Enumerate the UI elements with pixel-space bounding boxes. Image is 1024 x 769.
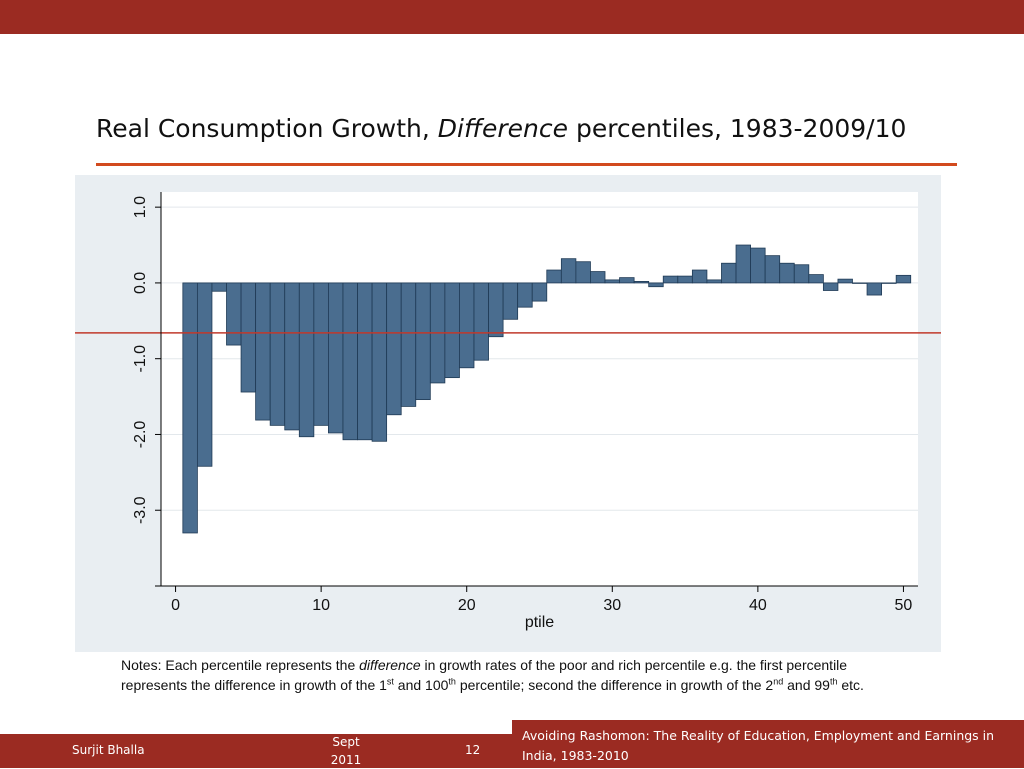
bar-ptile-2 xyxy=(196,282,213,467)
bar-ptile-1 xyxy=(182,282,198,534)
notes-text: and 100 xyxy=(393,677,449,693)
footer-subtitle: Avoiding Rashomon: The Reality of Educat… xyxy=(522,728,995,763)
bar-ptile-21 xyxy=(473,282,489,361)
bar-ptile-35 xyxy=(677,275,693,284)
footer-date-month: Sept xyxy=(332,735,360,749)
bar-ptile-46 xyxy=(837,278,853,284)
slide-title: Real Consumption Growth, Difference perc… xyxy=(96,114,906,143)
bar-ptile-49 xyxy=(881,282,897,284)
bar-ptile-17 xyxy=(415,282,431,401)
bar-ptile-3 xyxy=(211,282,227,292)
title-italic-text: Difference xyxy=(437,114,568,143)
x-tick-label: 0 xyxy=(171,597,180,614)
bar-ptile-33 xyxy=(648,282,664,288)
bar-ptile-48 xyxy=(866,282,883,296)
bar-ptile-44 xyxy=(808,274,824,284)
x-tick-label: 10 xyxy=(312,597,330,614)
bar-ptile-30 xyxy=(604,279,620,284)
bar-ptile-6 xyxy=(255,282,271,421)
title-text: Real Consumption Growth, xyxy=(96,114,438,143)
title-underline xyxy=(96,163,957,166)
bar-ptile-22 xyxy=(488,282,504,338)
y-tick-label: -2.0 xyxy=(132,421,149,449)
bar-ptile-27 xyxy=(560,258,577,284)
x-tick-label: 40 xyxy=(749,597,767,614)
notes-superscript: th xyxy=(448,676,456,687)
footer-author: Surjit Bhalla xyxy=(72,743,145,757)
bar-ptile-47 xyxy=(852,282,868,284)
y-tick-label: -3.0 xyxy=(132,496,149,524)
notes-text: etc. xyxy=(837,677,864,693)
bar-ptile-26 xyxy=(546,269,562,284)
x-axis-title: ptile xyxy=(525,614,554,631)
bar-ptile-5 xyxy=(240,282,257,393)
bar-ptile-4 xyxy=(226,282,242,346)
footer-subtitle-box: Avoiding Rashomon: The Reality of Educat… xyxy=(512,720,1024,768)
bar-ptile-24 xyxy=(517,282,533,308)
bar-ptile-38 xyxy=(721,262,737,284)
bar-chart: 1.0 0.0 -1.0 -2.0 -3.0 0 10 20 30 40 50 ptile xyxy=(75,192,941,631)
page-number: 12 xyxy=(465,743,481,757)
footer-date-year: 2011 xyxy=(330,753,362,767)
bar-ptile-36 xyxy=(691,269,708,284)
bar-ptile-11 xyxy=(328,282,344,434)
title-text-end: percentiles, 1983-2009/10 xyxy=(568,114,907,143)
footer-date: Sept 2011 xyxy=(325,733,367,769)
bar-ptile-9 xyxy=(298,282,315,438)
y-tick-label: 1.0 xyxy=(132,196,149,218)
bar-ptile-15 xyxy=(386,282,402,416)
notes-text: and 99 xyxy=(783,677,830,693)
notes-text: Notes: Each percentile represents the xyxy=(121,657,360,673)
chart-panel: 1.0 0.0 -1.0 -2.0 -3.0 0 10 20 30 40 50 ptile xyxy=(75,175,941,652)
x-tick-label: 20 xyxy=(458,597,476,614)
bar-ptile-7 xyxy=(269,282,286,426)
bar-ptile-41 xyxy=(764,255,781,284)
bar-ptile-20 xyxy=(459,282,475,369)
bar-ptile-12 xyxy=(342,282,358,441)
bar-ptile-37 xyxy=(706,279,722,284)
y-tick-label: -1.0 xyxy=(132,345,149,373)
bar-ptile-40 xyxy=(750,247,766,284)
bar-ptile-34 xyxy=(662,275,679,284)
bar-ptile-23 xyxy=(502,282,519,320)
x-tick-label: 50 xyxy=(895,597,913,614)
bar-ptile-45 xyxy=(822,282,839,291)
notes-italic: difference xyxy=(359,657,421,673)
bar-ptile-29 xyxy=(590,271,606,284)
bar-ptile-19 xyxy=(444,282,460,379)
bar-ptile-10 xyxy=(313,282,329,426)
bar-ptile-42 xyxy=(779,262,795,284)
bar-ptile-39 xyxy=(735,244,751,284)
bar-ptile-50 xyxy=(895,274,912,284)
notes-superscript: th xyxy=(829,676,838,687)
chart-notes: Notes: Each percentile represents the di… xyxy=(121,655,911,695)
notes-superscript: nd xyxy=(773,676,784,687)
bar-ptile-8 xyxy=(284,282,300,431)
bar-ptile-32 xyxy=(633,281,650,284)
bar-ptile-43 xyxy=(793,264,810,284)
bar-ptile-25 xyxy=(531,282,548,302)
notes-superscript: st xyxy=(386,676,394,687)
notes-text: in growth rates of the poor and rich per… xyxy=(121,657,848,693)
bar-ptile-13 xyxy=(357,282,373,441)
notes-text: percentile; second the difference in gro… xyxy=(455,677,774,693)
top-banner xyxy=(0,0,1024,34)
y-tick-label: 0.0 xyxy=(132,272,149,294)
bar-ptile-14 xyxy=(371,282,388,442)
bar-ptile-16 xyxy=(400,282,417,407)
x-tick-label: 30 xyxy=(603,597,621,614)
bar-ptile-31 xyxy=(619,277,635,284)
bar-ptile-28 xyxy=(575,261,591,284)
